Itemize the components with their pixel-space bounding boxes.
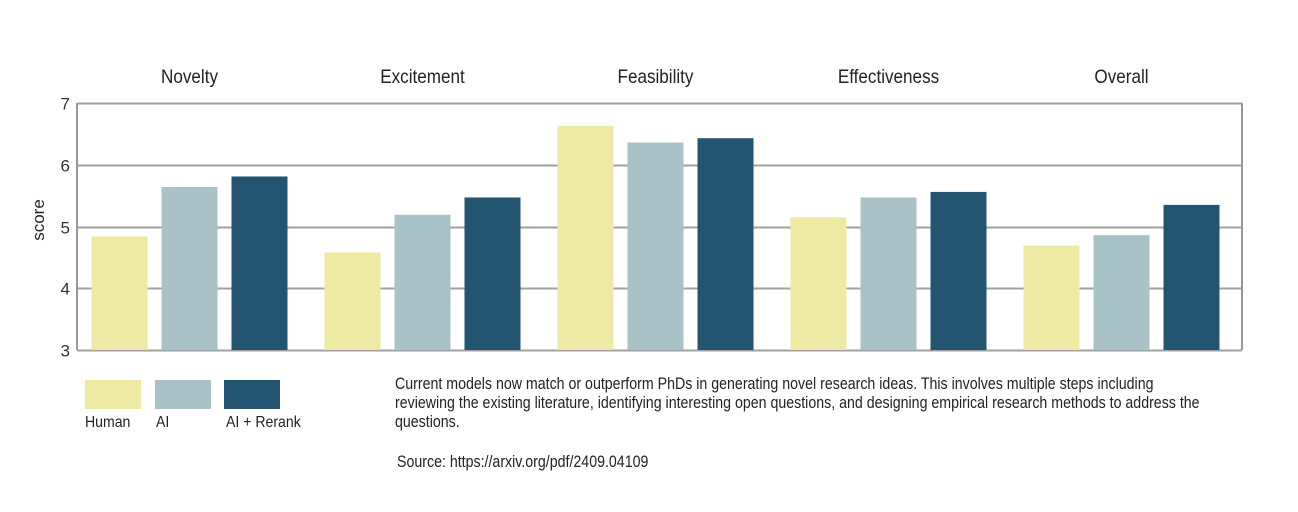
category-title-novelty: Novelty xyxy=(161,66,218,87)
bar-effectiveness-human xyxy=(790,217,847,350)
category-title-overall: Overall xyxy=(1094,66,1148,87)
category-titles: Novelty Excitement Feasibility Effectivenes… xyxy=(161,66,1149,87)
bar-feasibility-human xyxy=(557,125,614,350)
bar-excitement-human xyxy=(324,252,381,350)
category-title-excitement: Excitement xyxy=(380,66,465,87)
bar-feasibility-ai xyxy=(627,142,684,350)
y-tick-6: 6 xyxy=(61,157,70,176)
bar-excitement-ai xyxy=(394,214,451,350)
legend-swatch-ai xyxy=(155,380,211,409)
y-tick-7: 7 xyxy=(61,95,70,114)
bar-feasibility-ai-rerank xyxy=(697,138,754,350)
bars xyxy=(91,125,1220,350)
bar-overall-human xyxy=(1023,245,1080,350)
legend-swatch-human xyxy=(85,380,141,409)
source-link[interactable]: Source: https://arxiv.org/pdf/2409.04109 xyxy=(397,453,649,471)
bar-novelty-ai-rerank xyxy=(231,176,288,350)
legend-label-human: Human xyxy=(85,414,131,431)
legend-label-ai-rerank: AI + Rerank xyxy=(226,414,301,431)
legend-label-ai: AI xyxy=(156,414,170,431)
y-tick-4: 4 xyxy=(61,280,70,299)
bar-novelty-ai xyxy=(161,186,218,350)
y-axis-label: score xyxy=(29,199,48,241)
bar-effectiveness-ai xyxy=(860,197,917,350)
bar-novelty-human xyxy=(91,236,148,350)
category-title-feasibility: Feasibility xyxy=(618,66,694,87)
y-tick-labels: 3 4 5 6 7 xyxy=(61,95,70,361)
y-tick-3: 3 xyxy=(61,342,70,361)
category-title-effectiveness: Effectiveness xyxy=(838,66,939,87)
y-tick-5: 5 xyxy=(61,219,70,238)
caption: Current models now match or outperform P… xyxy=(395,375,1200,431)
bar-excitement-ai-rerank xyxy=(464,197,521,350)
bar-overall-ai-rerank xyxy=(1163,204,1220,350)
bar-chart: 3 4 5 6 7 Novelty Excitement Feasibility Effect… xyxy=(29,66,1243,361)
legend-swatch-ai-rerank xyxy=(224,380,280,409)
bar-effectiveness-ai-rerank xyxy=(930,191,987,350)
bar-overall-ai xyxy=(1093,235,1150,350)
